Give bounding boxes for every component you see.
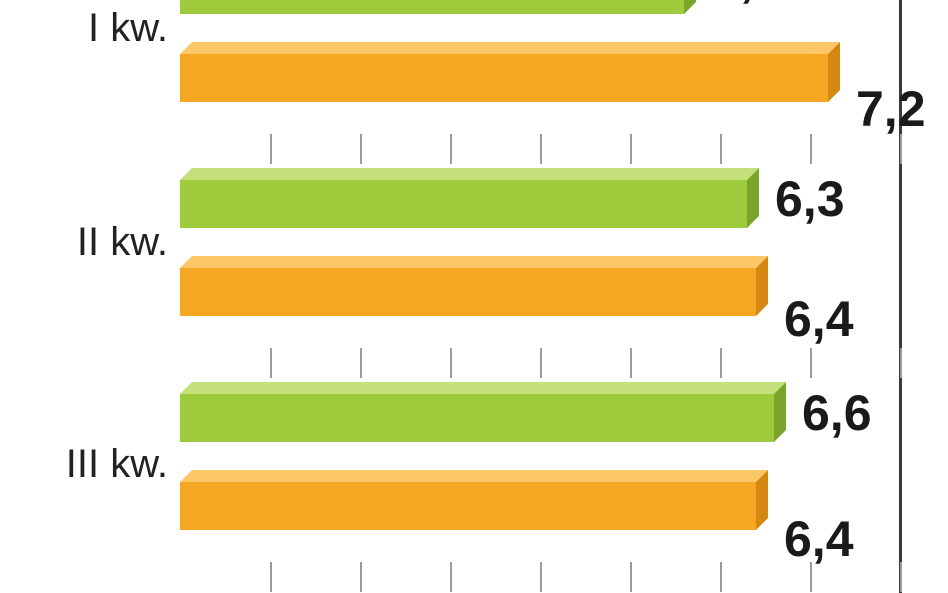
bar-end-cap bbox=[756, 470, 768, 530]
bar-front-face bbox=[180, 54, 828, 102]
value-label: 6,4 bbox=[784, 290, 854, 348]
green-bar bbox=[180, 0, 684, 2]
value-label: 6,4 bbox=[784, 510, 854, 568]
category-label: I kw. bbox=[8, 6, 168, 51]
grid-tick bbox=[450, 348, 452, 378]
value-label: 7,2 bbox=[856, 80, 926, 138]
grid-tick bbox=[630, 134, 632, 164]
grid-tick bbox=[810, 348, 812, 378]
bar-top-face bbox=[180, 168, 759, 180]
bar-end-cap bbox=[774, 382, 786, 442]
orange-bar bbox=[180, 470, 756, 518]
grid-tick bbox=[630, 562, 632, 592]
bar-end-cap bbox=[828, 42, 840, 102]
bar-front-face bbox=[180, 0, 684, 14]
bar-front-face bbox=[180, 482, 756, 530]
grid-tick bbox=[900, 348, 902, 378]
grid-tick bbox=[450, 134, 452, 164]
bar-top-face bbox=[180, 470, 768, 482]
bar-front-face bbox=[180, 268, 756, 316]
grid-tick bbox=[450, 562, 452, 592]
green-bar bbox=[180, 382, 774, 430]
grid-tick bbox=[720, 562, 722, 592]
grid-tick bbox=[810, 134, 812, 164]
grid-tick bbox=[630, 348, 632, 378]
bar-end-cap bbox=[747, 168, 759, 228]
orange-bar bbox=[180, 256, 756, 304]
bar-end-cap bbox=[684, 0, 696, 14]
value-label: 6,3 bbox=[775, 170, 845, 228]
grid-tick bbox=[270, 562, 272, 592]
bar-top-face bbox=[180, 382, 786, 394]
bar-end-cap bbox=[756, 256, 768, 316]
grid-tick bbox=[540, 348, 542, 378]
bar-front-face bbox=[180, 394, 774, 442]
grid-tick bbox=[720, 348, 722, 378]
grid-tick bbox=[270, 348, 272, 378]
value-label: 5,6 bbox=[712, 0, 782, 8]
value-label: 6,6 bbox=[802, 384, 872, 442]
orange-bar bbox=[180, 42, 828, 90]
bar-front-face bbox=[180, 180, 747, 228]
grid-tick bbox=[720, 134, 722, 164]
green-bar bbox=[180, 168, 747, 216]
grid-tick bbox=[360, 562, 362, 592]
bar-top-face bbox=[180, 42, 840, 54]
category-label: III kw. bbox=[8, 442, 168, 487]
grid-tick bbox=[360, 348, 362, 378]
bar-top-face bbox=[180, 256, 768, 268]
grid-tick bbox=[900, 134, 902, 164]
grid-tick bbox=[360, 134, 362, 164]
grid-tick bbox=[900, 562, 902, 592]
grid-tick bbox=[270, 134, 272, 164]
grid-tick bbox=[540, 134, 542, 164]
category-label: II kw. bbox=[8, 220, 168, 265]
grid-tick bbox=[540, 562, 542, 592]
